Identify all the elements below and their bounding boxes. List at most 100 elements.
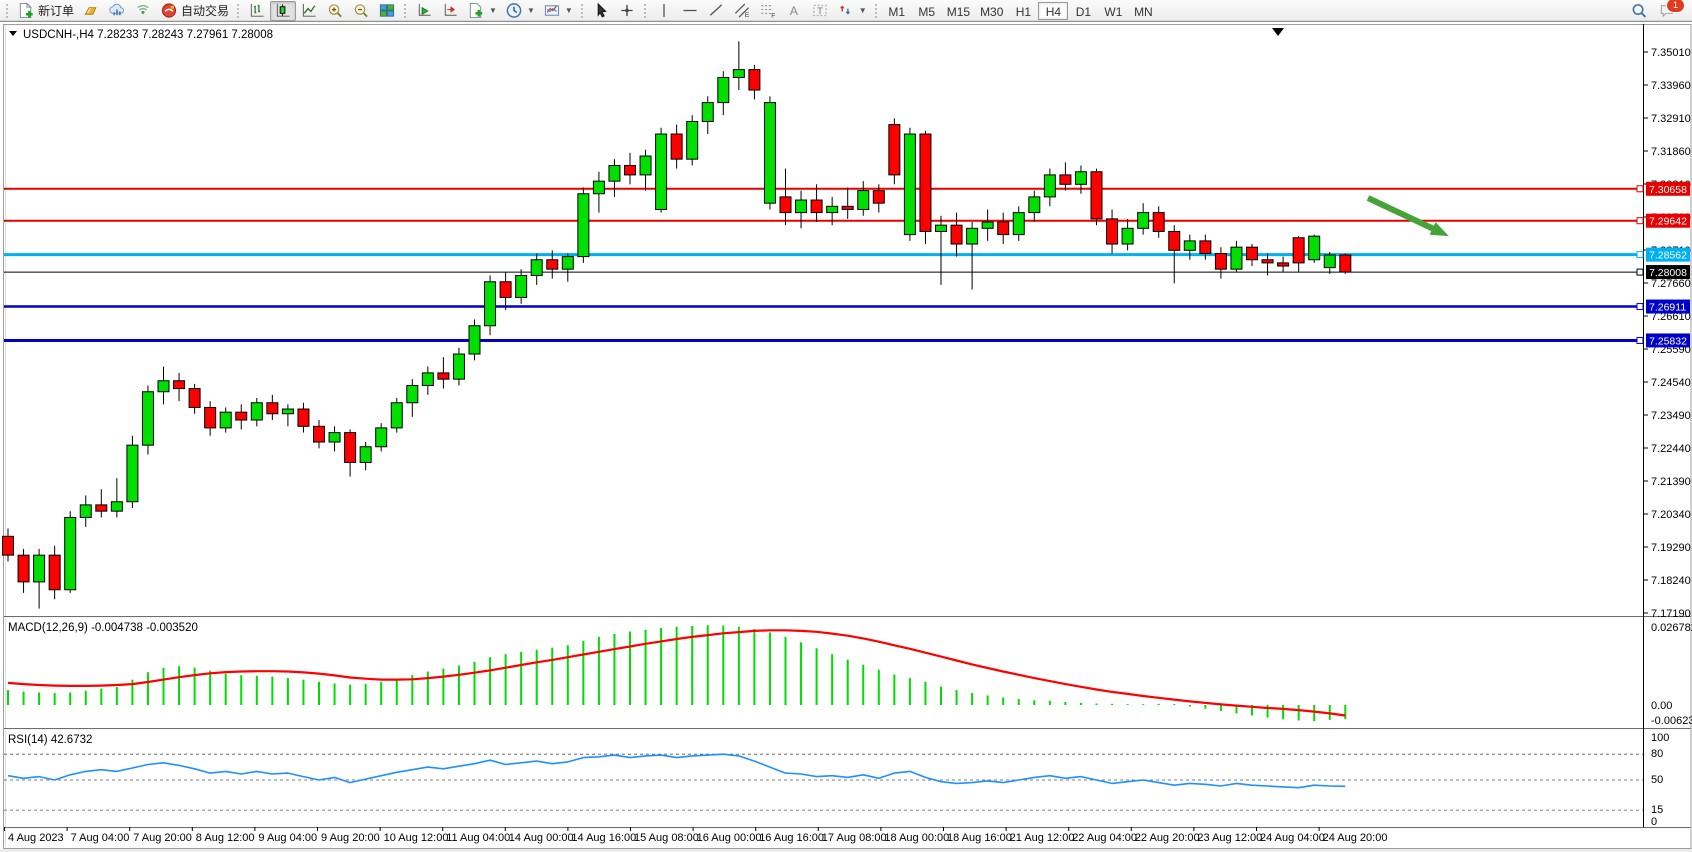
bear-candle xyxy=(950,224,963,245)
rsi-axis-label: 50 xyxy=(1651,774,1663,786)
templates-icon xyxy=(544,5,559,16)
bear-candle xyxy=(2,535,14,556)
line-anchor-marker[interactable] xyxy=(1636,303,1644,311)
time-tick-label: 18 Aug 16:00 xyxy=(947,832,1012,844)
time-tick-label: 14 Aug 16:00 xyxy=(571,832,636,844)
candlestick-series[interactable] xyxy=(2,41,1352,609)
bull-candle xyxy=(328,432,341,443)
autotrading-button[interactable]: 自动交易 xyxy=(156,1,233,21)
autoscroll-button[interactable] xyxy=(411,1,437,21)
toolbar-grip[interactable] xyxy=(873,2,879,19)
bear-candle xyxy=(344,432,357,463)
zoom-out-button[interactable] xyxy=(348,1,374,21)
candlestick-chart-button[interactable] xyxy=(270,0,297,21)
signals-button[interactable] xyxy=(130,1,156,21)
bull-candle xyxy=(452,353,465,380)
zoom-in-button[interactable] xyxy=(322,1,348,21)
line-chart-icon xyxy=(302,3,316,17)
macd-axis: 0.026782 0.00 -0.006239 xyxy=(1651,622,1692,727)
toolbar-grip[interactable] xyxy=(642,2,648,19)
chart-shift-button[interactable] xyxy=(437,1,463,21)
line-anchor-marker[interactable] xyxy=(1636,336,1644,344)
rsi-axis-label: 0 xyxy=(1651,816,1657,828)
line-anchor-marker[interactable] xyxy=(1636,251,1644,259)
bull-candle xyxy=(795,199,808,214)
trendline-button[interactable] xyxy=(703,1,729,21)
chart-shift-icon xyxy=(444,3,457,16)
text-label-button[interactable]: T xyxy=(807,1,833,21)
templates-button[interactable]: ▼ xyxy=(539,1,577,21)
signals-icon xyxy=(137,4,149,14)
chart-shift-marker[interactable] xyxy=(1272,28,1284,36)
notification-badge: 1 xyxy=(1666,0,1685,13)
timeframe-button-mn[interactable]: MN xyxy=(1128,2,1158,20)
fibonacci-button[interactable]: F xyxy=(755,1,781,21)
price-label-text: 7.30658 xyxy=(1649,184,1687,196)
line-chart-button[interactable] xyxy=(296,1,322,21)
bull-candle xyxy=(421,372,434,386)
new-order-icon xyxy=(19,2,33,19)
bull-candle xyxy=(857,190,870,210)
toolbar-grip[interactable] xyxy=(236,2,242,19)
bull-candle xyxy=(763,102,776,204)
timeframe-button-d1[interactable]: D1 xyxy=(1068,2,1098,20)
timeframe-button-m5[interactable]: M5 xyxy=(912,2,942,20)
price-tick-label: 7.24540 xyxy=(1651,377,1691,389)
new-order-button[interactable]: 新订单 xyxy=(13,1,78,21)
line-anchor-marker[interactable] xyxy=(1636,268,1644,276)
price-tick-label: 7.17190 xyxy=(1651,608,1691,620)
equidistant-channel-button[interactable]: E xyxy=(729,1,755,21)
macd-indicator xyxy=(7,625,1347,722)
timeframe-button-m1[interactable]: M1 xyxy=(882,2,912,20)
text-button[interactable]: A xyxy=(781,1,807,21)
toolbar-grip[interactable] xyxy=(403,2,409,19)
timeframe-button-w1[interactable]: W1 xyxy=(1098,2,1128,20)
line-anchor-marker[interactable] xyxy=(1636,217,1644,225)
gold-button[interactable] xyxy=(78,1,104,21)
bull-candle xyxy=(281,408,294,415)
price-tick-label: 7.18240 xyxy=(1651,575,1691,587)
horizontal-line-button[interactable] xyxy=(677,1,703,21)
indicators-button[interactable]: ▼ xyxy=(463,1,501,21)
autotrading-icon xyxy=(161,3,177,18)
cloud-chart-button[interactable] xyxy=(104,1,130,21)
window-bottom-strip xyxy=(0,849,1692,852)
toolbar-grip[interactable] xyxy=(5,2,10,19)
line-anchor-marker[interactable] xyxy=(1636,185,1644,193)
cursor-button[interactable] xyxy=(588,1,614,21)
svg-text:A: A xyxy=(790,4,799,18)
timeframe-button-m30[interactable]: M30 xyxy=(975,2,1008,20)
bull-candle xyxy=(981,221,994,229)
bear-candle xyxy=(1277,262,1290,267)
bar-chart-button[interactable] xyxy=(244,1,270,21)
bear-candle xyxy=(1261,259,1274,264)
tile-windows-button[interactable] xyxy=(374,1,400,21)
search-icon[interactable] xyxy=(1630,2,1648,19)
bull-candle xyxy=(701,102,714,122)
chat-button[interactable]: 1 xyxy=(1658,0,1685,19)
trendline-icon xyxy=(709,4,722,16)
horizontal-level-lines[interactable] xyxy=(4,187,1643,342)
trend-arrow-annotation[interactable] xyxy=(1366,195,1449,237)
toolbar-grip[interactable] xyxy=(579,2,585,19)
svg-text:T: T xyxy=(817,6,823,17)
rsi-axis-label: 100 xyxy=(1651,732,1669,744)
bear-candle xyxy=(297,408,310,427)
toolbar: 新订单 自动交易 xyxy=(0,0,1692,22)
time-tick-label: 9 Aug 04:00 xyxy=(258,832,317,844)
time-tick-label: 23 Aug 12:00 xyxy=(1197,832,1262,844)
bull-candle xyxy=(141,391,154,446)
crosshair-button[interactable] xyxy=(614,1,640,21)
arrows-button[interactable]: ▼ xyxy=(833,1,871,21)
timeframe-button-m15[interactable]: M15 xyxy=(942,2,975,20)
rsi-axis-label: 15 xyxy=(1651,804,1663,816)
symbol-dropdown-icon[interactable] xyxy=(9,31,17,36)
periods-button[interactable]: ▼ xyxy=(501,1,539,21)
bear-candle xyxy=(1199,240,1212,254)
vertical-line-button[interactable] xyxy=(651,1,677,21)
text-label-icon: T xyxy=(813,4,827,17)
timeframe-button-h1[interactable]: H1 xyxy=(1008,2,1038,20)
cloud-chart-icon xyxy=(109,3,124,16)
timeframe-button-h4[interactable]: H4 xyxy=(1038,1,1069,20)
